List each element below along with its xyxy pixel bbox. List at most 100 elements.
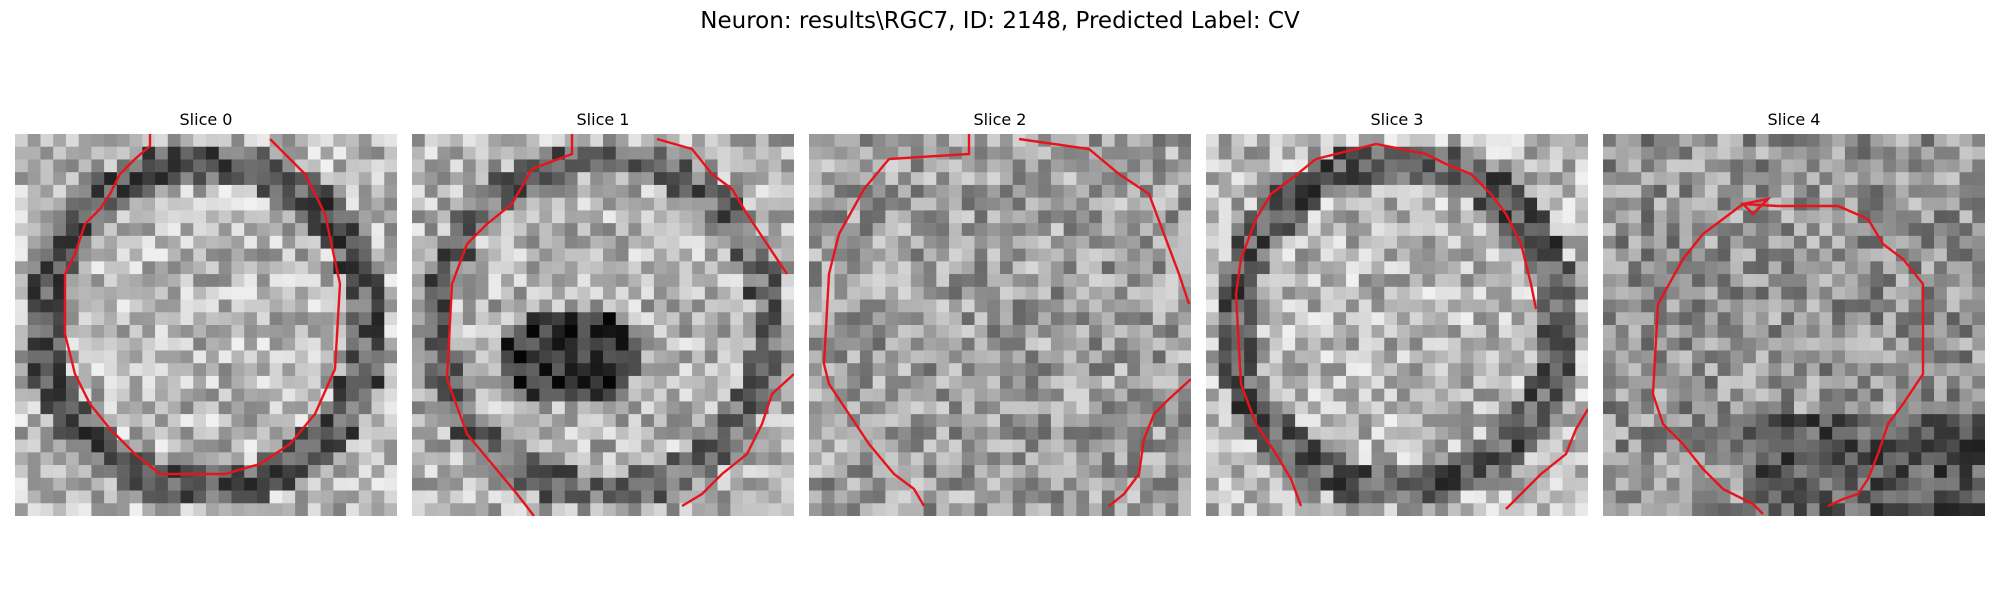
image-pixel: [1692, 159, 1706, 173]
image-pixel: [488, 172, 502, 186]
image-pixel: [590, 465, 604, 479]
image-pixel: [1000, 503, 1014, 516]
image-pixel: [307, 146, 321, 160]
slice-image: [412, 134, 794, 516]
image-pixel: [1666, 503, 1680, 516]
cell-contour: [822, 134, 971, 507]
image-pixel: [1959, 299, 1973, 313]
image-pixel: [768, 159, 782, 173]
image-pixel: [1946, 388, 1960, 402]
image-pixel: [1794, 350, 1808, 364]
image-pixel: [603, 197, 617, 211]
image-pixel: [1908, 223, 1922, 237]
image-pixel: [1486, 490, 1500, 504]
image-pixel: [653, 261, 667, 275]
image-pixel: [167, 363, 181, 377]
image-pixel: [1435, 146, 1449, 160]
image-pixel: [730, 363, 744, 377]
image-pixel: [1946, 210, 1960, 224]
image-pixel: [384, 312, 397, 326]
image-pixel: [1447, 274, 1461, 288]
image-pixel: [412, 299, 426, 313]
image-pixel: [1358, 363, 1372, 377]
image-pixel: [641, 184, 655, 198]
image-pixel: [1537, 375, 1551, 389]
image-pixel: [193, 490, 207, 504]
cell-contour: [445, 134, 574, 516]
image-pixel: [129, 184, 143, 198]
image-pixel: [462, 363, 476, 377]
image-pixel: [1870, 414, 1884, 428]
image-pixel: [1704, 210, 1718, 224]
image-pixel: [1333, 197, 1347, 211]
image-pixel: [872, 159, 886, 173]
image-pixel: [628, 388, 642, 402]
image-pixel: [1460, 197, 1474, 211]
image-pixel: [501, 503, 515, 516]
image-pixel: [1320, 375, 1334, 389]
image-pixel: [167, 375, 181, 389]
image-pixel: [1140, 248, 1154, 262]
image-pixel: [104, 375, 118, 389]
image-pixel: [488, 312, 502, 326]
image-pixel: [1409, 299, 1423, 313]
image-pixel: [1895, 337, 1909, 351]
image-pixel: [1883, 197, 1897, 211]
image-pixel: [615, 401, 629, 415]
image-pixel: [1409, 388, 1423, 402]
image-pixel: [333, 363, 347, 377]
image-pixel: [501, 172, 515, 186]
image-pixel: [1460, 337, 1474, 351]
image-pixel: [53, 197, 67, 211]
image-pixel: [1012, 299, 1026, 313]
image-pixel: [1127, 261, 1141, 275]
image-pixel: [552, 146, 566, 160]
image-pixel: [923, 503, 937, 516]
image-pixel: [1358, 274, 1372, 288]
image-pixel: [295, 503, 309, 516]
image-pixel: [501, 146, 515, 160]
image-pixel: [1422, 299, 1436, 313]
image-pixel: [1946, 477, 1960, 491]
image-pixel: [1206, 223, 1220, 237]
image-pixel: [1397, 388, 1411, 402]
image-pixel: [910, 465, 924, 479]
image-pixel: [412, 248, 426, 262]
image-pixel: [1282, 350, 1296, 364]
image-pixel: [1857, 235, 1871, 249]
image-pixel: [244, 134, 258, 148]
image-pixel: [424, 401, 438, 415]
image-pixel: [1498, 388, 1512, 402]
image-pixel: [1473, 477, 1487, 491]
image-pixel: [1844, 337, 1858, 351]
image-pixel: [513, 274, 527, 288]
image-pixel: [1269, 274, 1283, 288]
image-pixel: [730, 350, 744, 364]
image-pixel: [717, 439, 731, 453]
image-pixel: [1524, 490, 1538, 504]
image-pixel: [781, 350, 794, 364]
image-pixel: [577, 312, 591, 326]
image-pixel: [384, 248, 397, 262]
image-pixel: [1371, 146, 1385, 160]
image-pixel: [358, 299, 372, 313]
image-pixel: [1498, 312, 1512, 326]
image-pixel: [1575, 261, 1588, 275]
image-pixel: [821, 490, 835, 504]
image-pixel: [1794, 414, 1808, 428]
image-pixel: [307, 350, 321, 364]
image-pixel: [526, 261, 540, 275]
image-pixel: [1537, 299, 1551, 313]
image-pixel: [167, 477, 181, 491]
image-pixel: [1012, 439, 1026, 453]
cell-contour: [1702, 197, 1925, 508]
image-pixel: [1959, 439, 1973, 453]
image-pixel: [1524, 426, 1538, 440]
image-pixel: [384, 210, 397, 224]
image-pixel: [501, 325, 515, 339]
image-pixel: [1781, 286, 1795, 300]
image-pixel: [193, 172, 207, 186]
image-pixel: [1730, 401, 1744, 415]
image-pixel: [936, 134, 950, 148]
image-pixel: [1435, 184, 1449, 198]
